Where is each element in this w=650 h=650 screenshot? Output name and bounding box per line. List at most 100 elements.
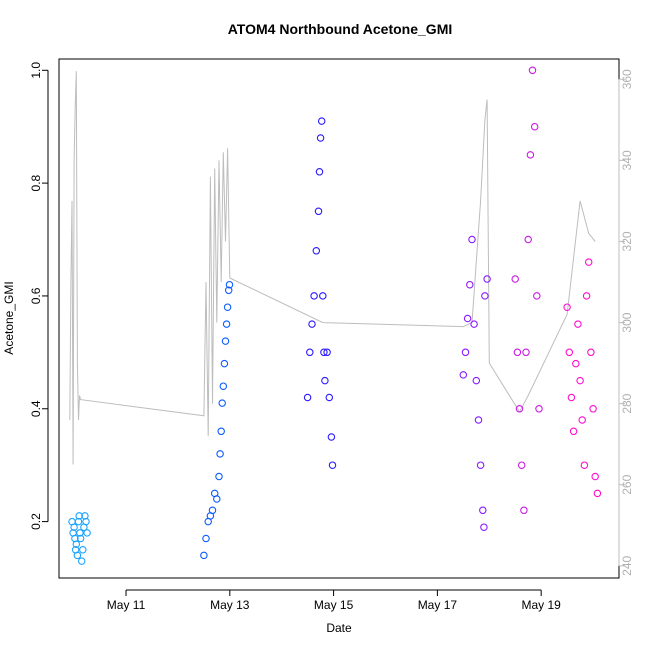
data-point-2 xyxy=(217,427,225,436)
y-right-tick-label: 280 xyxy=(620,393,634,413)
data-point-6 xyxy=(574,320,582,328)
data-point-3 xyxy=(312,247,321,255)
data-point-1 xyxy=(83,529,91,537)
data-point-4 xyxy=(468,235,476,244)
data-point-4 xyxy=(483,275,491,283)
data-point-4 xyxy=(480,523,488,531)
y-tick-label: 0.4 xyxy=(29,400,43,417)
data-point-5 xyxy=(511,275,519,283)
data-point-2 xyxy=(224,286,233,295)
data-point-3 xyxy=(306,348,314,357)
data-point-3 xyxy=(321,376,329,385)
data-point-1 xyxy=(79,546,87,554)
data-point-5 xyxy=(526,151,535,159)
data-point-4 xyxy=(461,348,470,357)
data-point-5 xyxy=(513,348,522,357)
data-point-4 xyxy=(474,416,483,424)
data-point-4 xyxy=(476,461,485,469)
data-point-6 xyxy=(587,348,595,357)
y-right-tick-label: 340 xyxy=(620,150,634,170)
data-point-2 xyxy=(221,337,230,345)
x-tick-label: May 11 xyxy=(107,598,146,612)
y-axis-left: 0.2 0.4 0.6 0.8 1.0 xyxy=(29,62,49,530)
data-point-2 xyxy=(220,359,229,368)
data-point-3 xyxy=(328,461,337,469)
data-point-1 xyxy=(75,512,83,520)
y-right-tick-label: 260 xyxy=(620,474,634,494)
data-point-4 xyxy=(459,371,468,379)
data-point-6 xyxy=(589,405,597,413)
data-point-6 xyxy=(582,292,591,300)
x-tick-label: May 13 xyxy=(210,598,250,612)
data-point-6 xyxy=(580,461,589,469)
data-point-1 xyxy=(76,529,84,537)
y-tick-label: 1.0 xyxy=(29,62,43,79)
y-right-tick-label: 240 xyxy=(620,556,634,576)
data-point-2 xyxy=(202,534,210,543)
data-point-5 xyxy=(520,506,528,515)
y-axis-label: Acetone_GMI xyxy=(2,281,16,354)
data-point-6 xyxy=(572,359,580,368)
data-point-6 xyxy=(565,348,574,357)
x-axis-label: Date xyxy=(326,621,352,635)
data-point-3 xyxy=(308,320,316,328)
data-point-4 xyxy=(470,320,478,328)
data-point-1 xyxy=(74,517,83,526)
data-point-5 xyxy=(522,348,530,357)
data-point-5 xyxy=(515,405,524,413)
data-point-6 xyxy=(578,416,586,424)
data-point-6 xyxy=(591,472,599,481)
data-point-2 xyxy=(223,303,232,311)
data-point-3 xyxy=(323,348,331,357)
data-point-6 xyxy=(569,427,578,436)
data-point-2 xyxy=(216,450,224,458)
x-axis: May 11 May 13 May 15 May 17 May 19 xyxy=(107,589,561,612)
data-point-4 xyxy=(463,314,472,323)
data-point-1 xyxy=(82,517,90,526)
x-tick-label: May 15 xyxy=(314,598,354,612)
data-point-1 xyxy=(70,523,78,531)
data-point-3 xyxy=(316,134,325,142)
data-point-1 xyxy=(77,557,86,565)
data-point-6 xyxy=(593,489,602,498)
data-point-3 xyxy=(315,168,324,176)
data-point-1 xyxy=(81,512,89,520)
data-point-1 xyxy=(73,551,82,560)
data-point-6 xyxy=(567,393,576,402)
data-point-3 xyxy=(327,433,336,441)
data-point-3 xyxy=(314,207,323,216)
data-point-2 xyxy=(225,280,234,289)
data-point-3 xyxy=(303,393,312,402)
data-point-4 xyxy=(479,506,487,515)
plot-frame xyxy=(58,58,620,579)
x-tick-label: May 17 xyxy=(418,598,458,612)
y-right-tick-label: 320 xyxy=(620,231,634,251)
y-tick-label: 0.6 xyxy=(29,287,43,304)
scatter-points xyxy=(68,66,602,565)
data-point-3 xyxy=(320,348,328,357)
data-point-3 xyxy=(317,117,326,125)
secondary-series xyxy=(69,71,596,465)
data-point-3 xyxy=(325,393,334,402)
y-axis-right: 240 260 280 300 320 340 360 xyxy=(618,69,634,576)
data-point-5 xyxy=(533,292,541,300)
data-point-1 xyxy=(72,540,81,548)
data-point-3 xyxy=(319,292,327,300)
chart-title: ATOM4 Northbound Acetone_GMI xyxy=(228,21,453,37)
x-tick-label: May 19 xyxy=(521,598,561,612)
data-point-5 xyxy=(535,405,543,413)
data-point-5 xyxy=(530,122,539,131)
data-point-5 xyxy=(517,461,526,469)
data-point-3 xyxy=(310,292,318,300)
data-point-4 xyxy=(466,280,474,289)
data-point-4 xyxy=(481,292,489,300)
secondary-series-line xyxy=(69,71,596,465)
data-point-5 xyxy=(528,66,537,75)
data-point-2 xyxy=(215,472,223,481)
data-point-2 xyxy=(208,506,217,515)
y-tick-label: 0.8 xyxy=(29,174,43,191)
data-point-4 xyxy=(472,376,481,385)
data-point-2 xyxy=(218,399,226,407)
data-point-2 xyxy=(219,382,228,390)
